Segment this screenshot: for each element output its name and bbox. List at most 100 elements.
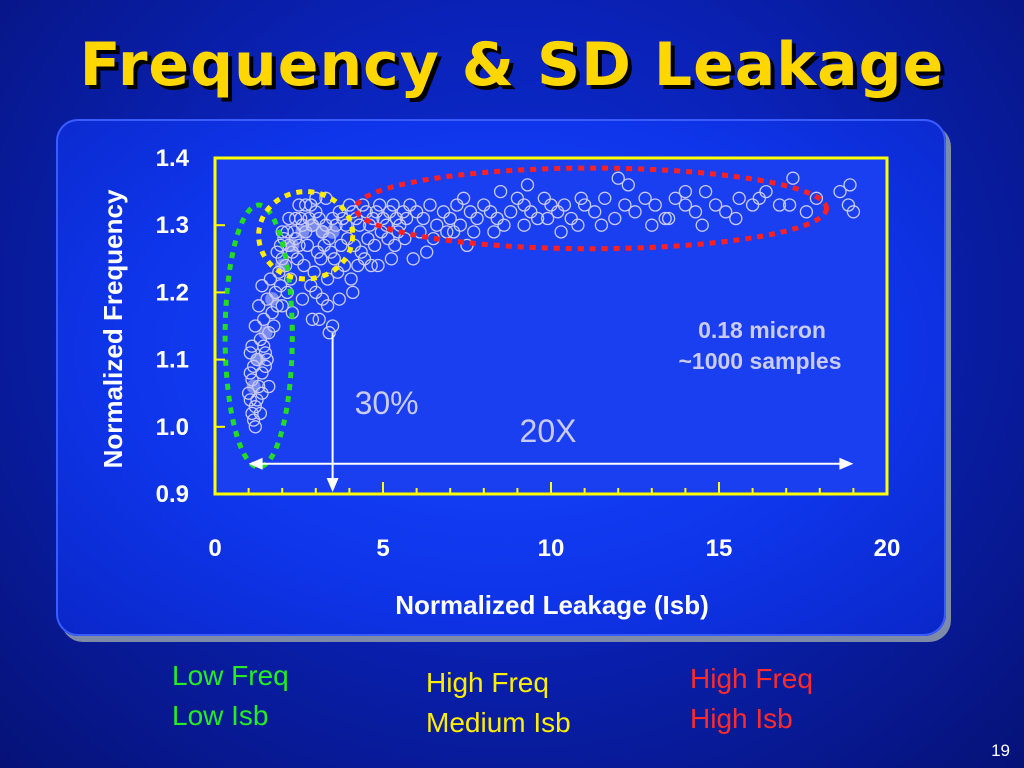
data-point: [520, 178, 535, 192]
data-point: [312, 312, 326, 326]
y-tick-label: 1.3: [156, 212, 189, 239]
data-point: [729, 211, 743, 226]
data-point: [334, 238, 348, 253]
data-point: [283, 272, 298, 286]
data-point: [588, 205, 602, 219]
data-point: [342, 198, 357, 212]
x-tick-label: 0: [208, 535, 221, 562]
x-tick-label: 20: [874, 535, 901, 562]
data-point: [719, 205, 733, 219]
data-point: [243, 393, 257, 407]
data-point: [621, 178, 635, 192]
data-point: [403, 198, 417, 212]
data-point-cluster: [246, 379, 261, 394]
data-point-cluster: [305, 218, 320, 233]
page-number: 19: [991, 741, 1010, 760]
chart-labels: 1.4 1.3 1.2 1.1 1.0 0.9 0 5 10 15 20 Normalized Lea…: [98, 145, 900, 620]
data-point: [436, 205, 451, 219]
data-point: [809, 191, 824, 205]
data-point: [297, 258, 311, 273]
data-point: [267, 319, 281, 333]
data-point: [497, 218, 511, 232]
data-point: [453, 218, 467, 232]
arrow-30-label: 30%: [355, 385, 419, 421]
data-point: [309, 205, 323, 219]
data-point: [638, 191, 652, 205]
data-point: [477, 198, 491, 212]
annotation-process-node: 0.18 micron: [698, 317, 826, 343]
data-point: [611, 171, 625, 185]
data-point: [668, 191, 682, 205]
legend-line: High Freq: [690, 663, 813, 694]
data-point-cluster: [285, 238, 300, 253]
legend-high-freq-medium-isb: High Freq Medium Isb: [426, 663, 571, 743]
data-point: [399, 211, 414, 226]
data-point: [554, 225, 568, 239]
data-points: [241, 171, 861, 434]
legend-line: Medium Isb: [426, 707, 571, 738]
data-point: [352, 218, 367, 232]
data-point: [371, 258, 385, 273]
data-point: [386, 198, 400, 212]
data-point: [257, 312, 271, 326]
data-point: [354, 245, 368, 259]
data-point: [388, 238, 402, 253]
data-point: [678, 184, 693, 199]
data-point: [246, 413, 261, 427]
data-point: [372, 198, 387, 212]
data-point: [322, 326, 336, 340]
legend-line: High Freq: [426, 667, 549, 698]
data-point: [409, 205, 424, 219]
data-point: [304, 279, 318, 293]
legend-line: Low Freq: [172, 660, 289, 691]
data-point: [262, 379, 276, 394]
data-point: [275, 299, 289, 313]
data-point: [376, 211, 390, 226]
x-tick-label: 5: [376, 535, 389, 562]
data-point: [243, 346, 257, 360]
data-point: [304, 198, 318, 212]
data-point: [443, 211, 457, 226]
x-axis-label: Normalized Leakage (Isb): [395, 590, 709, 620]
data-point: [504, 205, 518, 219]
data-point: [255, 279, 269, 293]
data-point: [364, 258, 378, 273]
data-point: [243, 366, 257, 380]
slide-title: Frequency & SD Leakage: [79, 30, 945, 100]
data-point: [389, 211, 404, 226]
y-tick-label: 1.4: [156, 145, 190, 172]
data-point: [383, 205, 397, 219]
data-point: [250, 393, 264, 407]
data-point: [314, 252, 328, 266]
arrow-20x-head-right: [839, 457, 854, 470]
legend-line: Low Isb: [172, 700, 269, 731]
data-point: [530, 211, 545, 226]
data-point: [280, 285, 294, 300]
data-point: [332, 205, 346, 219]
y-tick-label: 1.2: [156, 279, 189, 306]
data-point: [470, 211, 484, 226]
arrow-30-head: [326, 478, 339, 492]
annotation-arrows: 30% 20X: [248, 332, 854, 492]
data-point: [317, 238, 331, 253]
data-point: [398, 231, 412, 246]
region-ellipse: [222, 202, 295, 470]
x-tick-label: 10: [538, 535, 565, 562]
data-point: [324, 245, 338, 259]
data-point: [367, 238, 382, 253]
data-point: [295, 292, 310, 306]
data-point: [483, 205, 498, 219]
data-point: [325, 319, 340, 333]
data-point: [463, 205, 478, 219]
data-point: [695, 218, 709, 232]
data-point: [406, 252, 420, 266]
data-point: [510, 191, 525, 205]
data-point: [369, 205, 383, 219]
arrow-20x-head-left: [248, 457, 263, 470]
data-point: [315, 292, 330, 306]
y-axis-label: Normalized Frequency: [98, 189, 128, 468]
data-point: [752, 191, 766, 205]
data-point: [608, 211, 622, 226]
data-point: [423, 198, 437, 212]
